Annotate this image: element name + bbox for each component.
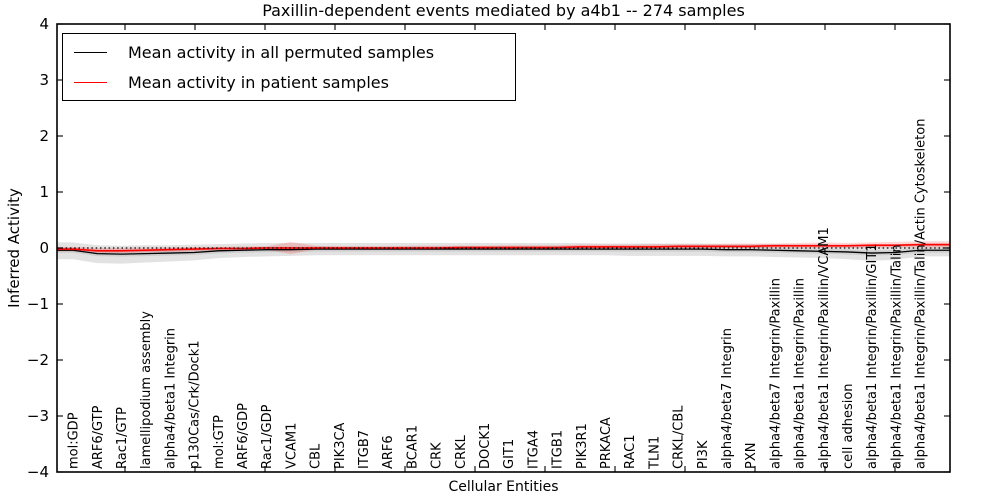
- x-category-label: Rac1/GDP: [260, 404, 275, 469]
- legend-line-red-icon: [74, 81, 107, 83]
- x-category-label: TLN1: [647, 436, 662, 470]
- y-tick-label: 3: [39, 71, 49, 89]
- x-category-label: alpha4/beta1 Integrin/Paxillin: [793, 278, 808, 469]
- x-category-label: alpha4/beta1 Integrin/Paxillin/Talin/Act…: [914, 119, 929, 469]
- y-tick-label: 4: [39, 15, 49, 33]
- x-category-label: alpha4/beta1 Integrin: [163, 328, 178, 469]
- y-tick-label: −4: [27, 463, 49, 481]
- x-category-label: ARF6/GDP: [236, 403, 251, 469]
- x-category-label: BCAR1: [405, 425, 420, 469]
- legend-item: Mean activity in patient samples: [63, 67, 515, 97]
- x-category-label: alpha4/beta1 Integrin/Paxillin/Talin: [889, 244, 904, 469]
- x-category-label: ITGB1: [551, 430, 566, 469]
- x-category-label: PXN: [744, 443, 759, 469]
- x-category-label: PI3K: [696, 440, 711, 469]
- y-tick-label: 2: [39, 127, 49, 145]
- x-category-label: p130Cas/Crk/Dock1: [188, 340, 203, 469]
- x-category-label: ITGA4: [526, 430, 541, 469]
- legend-line-black-icon: [74, 51, 107, 53]
- legend-label: Mean activity in all permuted samples: [128, 42, 435, 62]
- x-category-label: alpha4/beta1 Integrin/Paxillin/GIT1: [865, 243, 880, 469]
- x-category-label: CBL: [309, 443, 324, 469]
- x-category-label: DOCK1: [478, 423, 493, 469]
- x-category-label: RAC1: [623, 434, 638, 469]
- x-category-label: GIT1: [502, 439, 517, 469]
- x-category-label: mol:GTP: [212, 415, 227, 469]
- x-category-label: lamellipodium assembly: [139, 311, 154, 469]
- x-category-label: CRKL: [454, 434, 469, 469]
- chart-title: Paxillin-dependent events mediated by a4…: [262, 1, 745, 20]
- legend-label: Mean activity in patient samples: [128, 72, 389, 92]
- x-category-label: ARF6/GTP: [91, 405, 106, 469]
- x-axis-label: Cellular Entities: [448, 479, 559, 495]
- permuted-mean-line: [57, 248, 950, 255]
- y-tick-label: −1: [27, 295, 49, 313]
- y-tick-label: −3: [27, 407, 49, 425]
- y-tick-label: 1: [39, 183, 49, 201]
- x-category-label: CRK: [430, 442, 445, 469]
- legend-item: Mean activity in all permuted samples: [63, 37, 515, 67]
- x-category-label: VCAM1: [284, 423, 299, 469]
- x-category-label: Rac1/GTP: [115, 407, 130, 469]
- x-category-label: PRKACA: [599, 417, 614, 469]
- x-category-label: ITGB7: [357, 430, 372, 469]
- y-tick-label: −2: [27, 351, 49, 369]
- x-category-label: alpha4/beta1 Integrin/Paxillin/VCAM1: [817, 227, 832, 469]
- y-tick-label: 0: [39, 239, 49, 257]
- x-category-label: alpha4/beta7 Integrin: [720, 328, 735, 469]
- x-category-label: PIK3CA: [333, 422, 348, 469]
- x-category-label: cell adhesion: [841, 383, 856, 469]
- x-category-label: mol:GDP: [67, 412, 82, 469]
- x-category-label: CRKL/CBL: [672, 405, 687, 469]
- x-category-label: ARF6: [381, 435, 396, 469]
- x-category-label: alpha4/beta7 Integrin/Paxillin: [768, 278, 783, 469]
- legend: Mean activity in all permuted samples Me…: [62, 33, 516, 101]
- x-category-label: PIK3R1: [575, 423, 590, 469]
